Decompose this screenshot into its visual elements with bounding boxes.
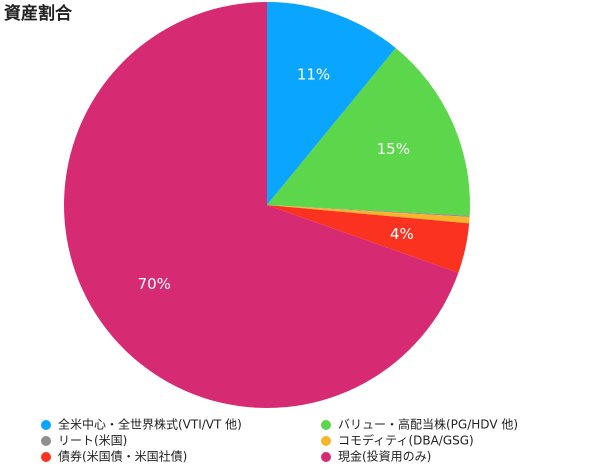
slice-label: 70% [138,275,171,293]
legend-label: 債券(米国債・米国社債) [58,449,187,464]
legend-label: 全米中心・全世界株式(VTI/VT 他) [58,417,242,432]
pie-slice [267,2,396,205]
pie-slice [267,205,470,273]
legend-label: 現金(投資用のみ) [338,449,431,464]
chart-title: 資産割合 [4,3,73,24]
legend-marker [321,452,331,462]
legend-label: リート(米国) [58,434,127,448]
legend-label: コモディティ(DBA/GSG) [338,433,474,448]
slice-label: 15% [377,140,410,158]
slice-label: 4% [390,225,414,243]
legend-marker [41,452,51,462]
pie-slice [267,48,470,216]
legend-marker [41,436,51,446]
pie-slice [267,205,470,218]
legend-marker [321,420,331,430]
legend-label: バリュー・高配当株(PG/HDV 他) [338,417,518,432]
pie-slice [267,205,470,224]
legend-marker [41,420,51,430]
slice-label: 11% [297,66,330,84]
legend-marker [321,436,331,446]
pie-slice [63,2,459,408]
